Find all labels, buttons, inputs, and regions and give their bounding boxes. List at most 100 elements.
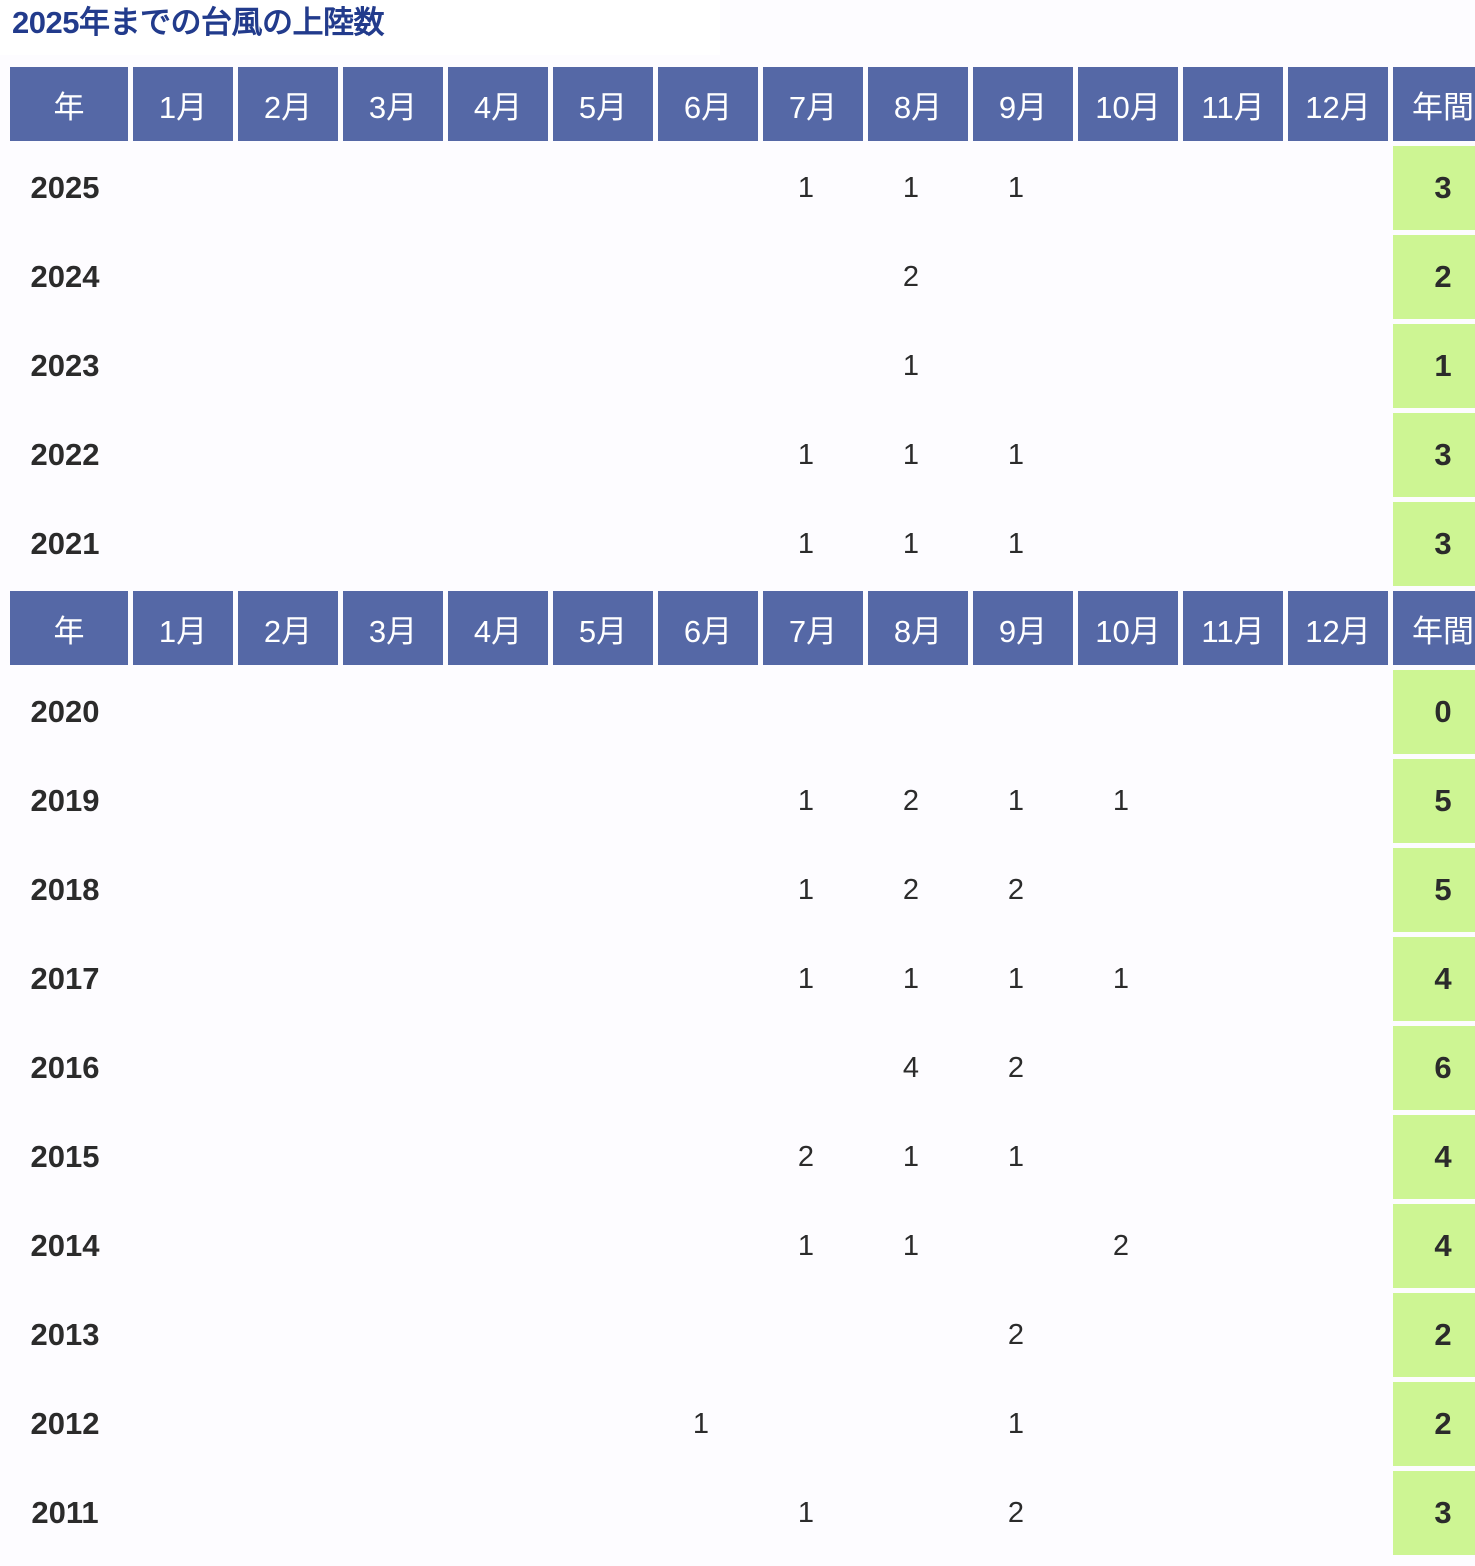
month-count-cell — [1183, 1204, 1283, 1288]
column-header-month[interactable]: 12月 — [1288, 67, 1388, 141]
month-count-cell — [1288, 1293, 1388, 1377]
month-count-cell — [238, 670, 338, 754]
annual-total-cell: 3 — [1393, 502, 1475, 586]
month-count-cell: 1 — [973, 1115, 1073, 1199]
month-count-cell — [973, 670, 1073, 754]
column-header-annual[interactable]: 年間 — [1393, 67, 1475, 141]
month-count-cell — [343, 413, 443, 497]
month-count-cell: 1 — [658, 1382, 758, 1466]
annual-total-cell: 6 — [1393, 1026, 1475, 1110]
month-count-cell — [448, 848, 548, 932]
column-header-month[interactable]: 8月 — [868, 591, 968, 665]
column-header-month[interactable]: 6月 — [658, 67, 758, 141]
month-count-cell: 2 — [868, 235, 968, 319]
annual-total-cell: 5 — [1393, 848, 1475, 932]
table-body: 年 1月 2月 3月 4月 5月 6月 7月 8月 9月 10月 11月 12月 年間 2025 1 1 1 3 20… — [10, 67, 1475, 1555]
column-header-month[interactable]: 4月 — [448, 591, 548, 665]
month-count-cell — [448, 146, 548, 230]
annual-total-cell: 4 — [1393, 1115, 1475, 1199]
annual-total-cell: 3 — [1393, 413, 1475, 497]
column-header-month[interactable]: 1月 — [133, 591, 233, 665]
column-header-month[interactable]: 1月 — [133, 67, 233, 141]
month-count-cell: 4 — [868, 1026, 968, 1110]
month-count-cell: 1 — [973, 937, 1073, 1021]
month-count-cell — [658, 235, 758, 319]
month-count-cell — [1078, 1382, 1178, 1466]
column-header-month[interactable]: 5月 — [553, 67, 653, 141]
column-header-month[interactable]: 7月 — [763, 591, 863, 665]
column-header-month[interactable]: 10月 — [1078, 67, 1178, 141]
column-header-month[interactable]: 8月 — [868, 67, 968, 141]
column-header-month[interactable]: 6月 — [658, 591, 758, 665]
annual-total-cell: 2 — [1393, 1382, 1475, 1466]
table-row: 2022 1 1 1 3 — [10, 413, 1475, 497]
month-count-cell — [238, 937, 338, 1021]
month-count-cell — [238, 759, 338, 843]
month-count-cell — [448, 502, 548, 586]
row-year-label: 2018 — [10, 848, 128, 932]
month-count-cell — [658, 1204, 758, 1288]
month-count-cell — [1288, 146, 1388, 230]
table-row: 2012 1 1 2 — [10, 1382, 1475, 1466]
month-count-cell — [658, 1026, 758, 1110]
table-row: 2020 0 — [10, 670, 1475, 754]
month-count-cell — [133, 235, 233, 319]
annual-total-cell: 3 — [1393, 146, 1475, 230]
month-count-cell — [448, 1115, 548, 1199]
column-header-month[interactable]: 12月 — [1288, 591, 1388, 665]
month-count-cell — [658, 1115, 758, 1199]
month-count-cell — [868, 1382, 968, 1466]
month-count-cell — [133, 1115, 233, 1199]
column-header-month[interactable]: 5月 — [553, 591, 653, 665]
month-count-cell — [343, 1471, 443, 1555]
column-header-month[interactable]: 9月 — [973, 591, 1073, 665]
page-title: 2025年までの台風の上陸数 — [12, 5, 384, 40]
month-count-cell — [1078, 1115, 1178, 1199]
month-count-cell — [448, 1204, 548, 1288]
month-count-cell — [1078, 1026, 1178, 1110]
column-header-month[interactable]: 4月 — [448, 67, 548, 141]
month-count-cell: 1 — [763, 146, 863, 230]
table-row: 2025 1 1 1 3 — [10, 146, 1475, 230]
column-header-month[interactable]: 7月 — [763, 67, 863, 141]
column-header-month[interactable]: 3月 — [343, 591, 443, 665]
typhoon-landfall-table: 年 1月 2月 3月 4月 5月 6月 7月 8月 9月 10月 11月 12月 年間 2025 1 1 1 3 20… — [5, 62, 1475, 1560]
column-header-annual[interactable]: 年間 — [1393, 591, 1475, 665]
month-count-cell — [133, 937, 233, 1021]
column-header-month[interactable]: 11月 — [1183, 591, 1283, 665]
column-header-year[interactable]: 年 — [10, 591, 128, 665]
column-header-month[interactable]: 2月 — [238, 67, 338, 141]
table-row: 2013 2 2 — [10, 1293, 1475, 1377]
month-count-cell — [553, 324, 653, 408]
month-count-cell: 2 — [868, 759, 968, 843]
month-count-cell — [133, 1026, 233, 1110]
month-count-cell: 1 — [868, 1115, 968, 1199]
month-count-cell: 1 — [973, 759, 1073, 843]
table-row: 2017 1 1 1 1 4 — [10, 937, 1475, 1021]
column-header-month[interactable]: 2月 — [238, 591, 338, 665]
column-header-month[interactable]: 9月 — [973, 67, 1073, 141]
month-count-cell — [448, 1026, 548, 1110]
column-header-month[interactable]: 3月 — [343, 67, 443, 141]
column-header-year[interactable]: 年 — [10, 67, 128, 141]
month-count-cell — [238, 502, 338, 586]
month-count-cell: 1 — [868, 413, 968, 497]
month-count-cell — [553, 1382, 653, 1466]
row-year-label: 2024 — [10, 235, 128, 319]
month-count-cell — [343, 146, 443, 230]
annual-total-cell: 2 — [1393, 1293, 1475, 1377]
month-count-cell: 1 — [763, 937, 863, 1021]
month-count-cell — [238, 1293, 338, 1377]
month-count-cell — [343, 1026, 443, 1110]
month-count-cell — [133, 670, 233, 754]
month-count-cell — [1183, 235, 1283, 319]
month-count-cell — [1183, 1382, 1283, 1466]
column-header-month[interactable]: 10月 — [1078, 591, 1178, 665]
column-header-month[interactable]: 11月 — [1183, 67, 1283, 141]
month-count-cell — [133, 413, 233, 497]
month-count-cell — [448, 1471, 548, 1555]
month-count-cell — [868, 670, 968, 754]
month-count-cell — [1288, 848, 1388, 932]
month-count-cell — [553, 1204, 653, 1288]
month-count-cell: 1 — [973, 146, 1073, 230]
